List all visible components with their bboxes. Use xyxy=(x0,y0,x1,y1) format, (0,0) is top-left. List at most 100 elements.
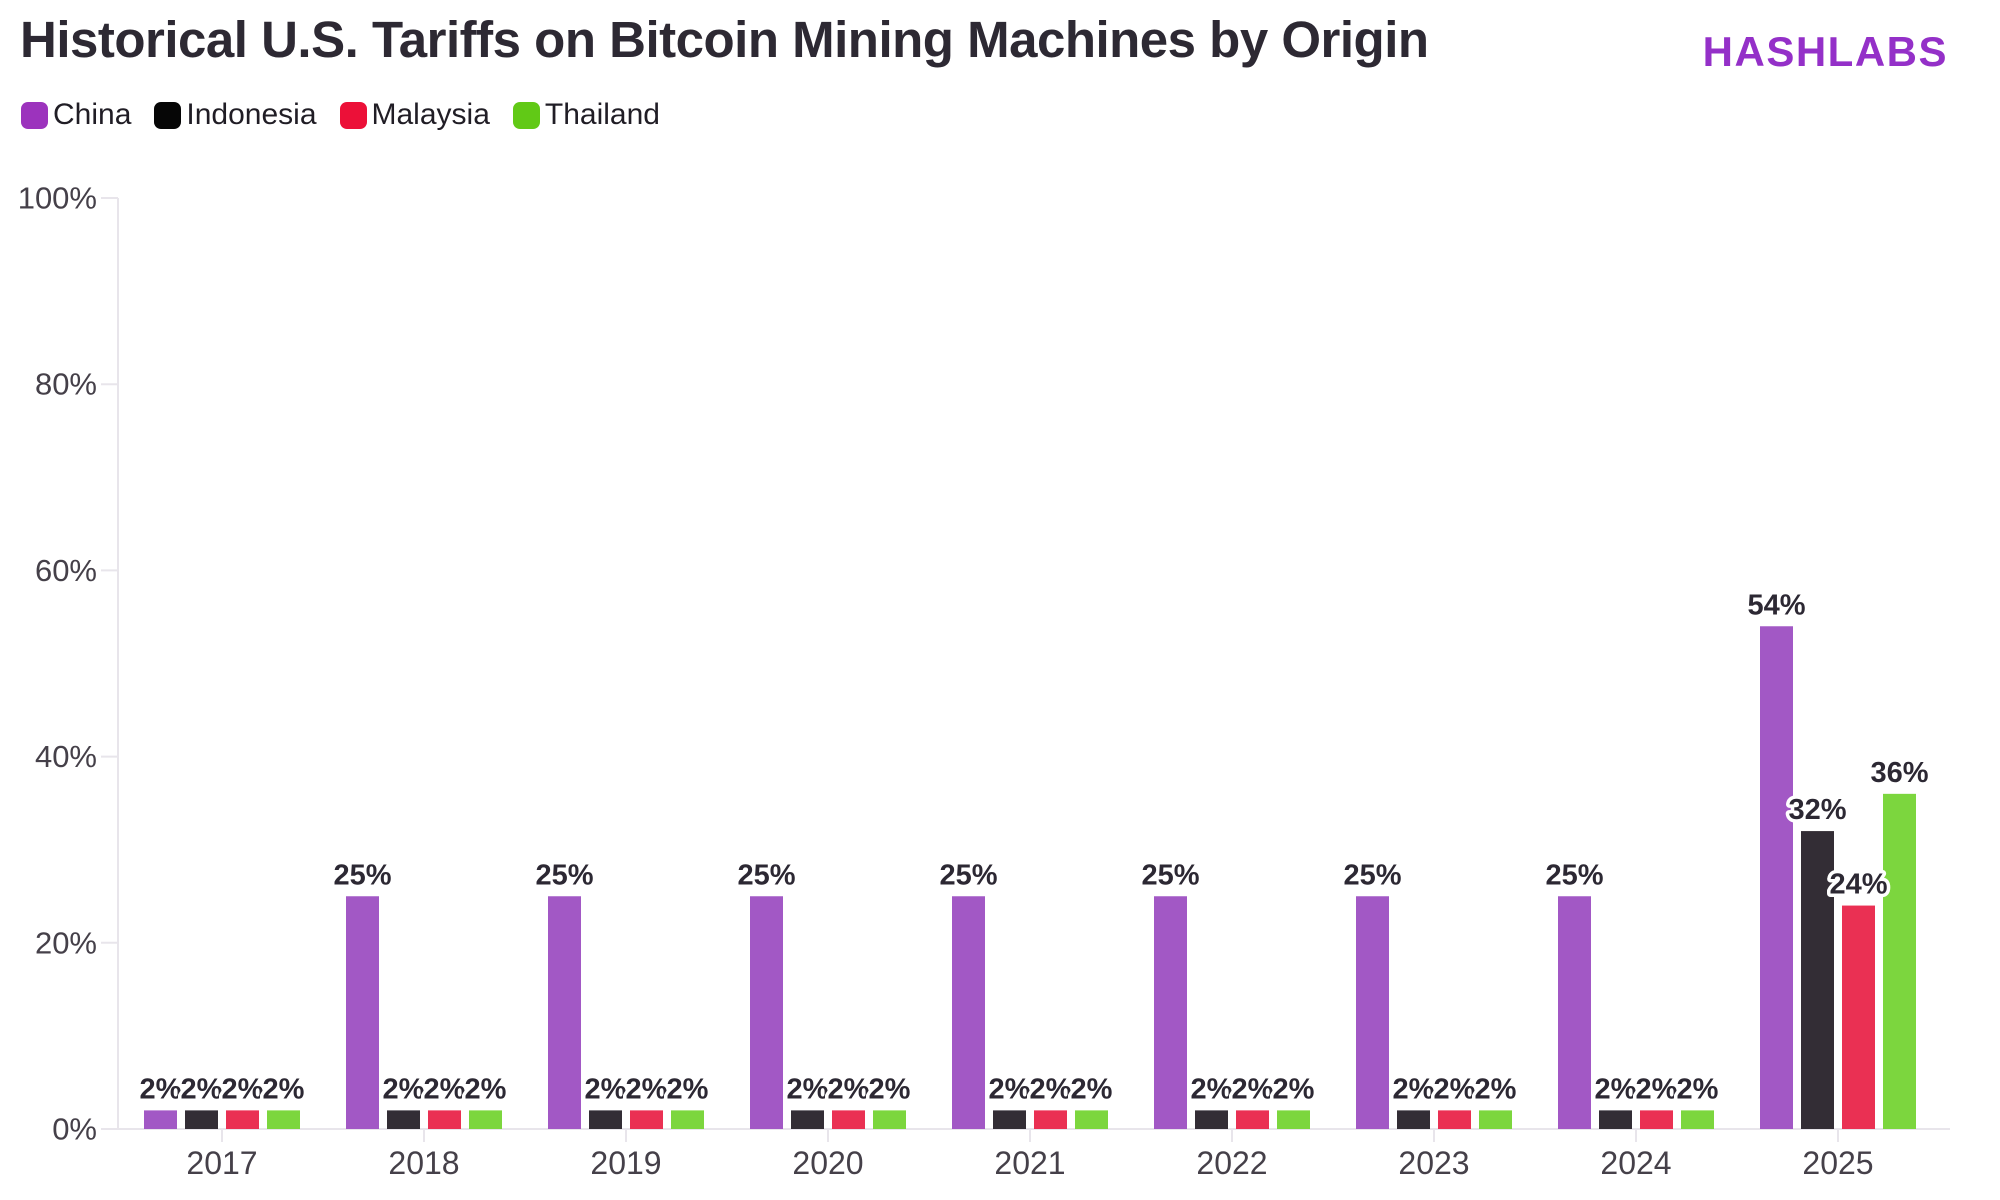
x-axis-label: 2019 xyxy=(590,1145,661,1181)
x-axis-label: 2020 xyxy=(792,1145,863,1181)
bar-indonesia-2025[interactable] xyxy=(1801,831,1834,1129)
bar-value-label: 32% xyxy=(1788,794,1846,826)
bar-value-label: 2% xyxy=(989,1073,1031,1105)
bar-value-label: 2% xyxy=(667,1073,709,1105)
axis-line xyxy=(117,198,1950,1130)
bar-value-label: 2% xyxy=(181,1073,223,1105)
legend-swatch-china xyxy=(21,101,48,129)
chart-title: Historical U.S. Tariffs on Bitcoin Minin… xyxy=(20,11,1429,68)
legend-swatch-malaysia xyxy=(339,101,367,129)
bar-china-2017[interactable] xyxy=(144,1110,177,1129)
bar-malaysia-2018[interactable] xyxy=(428,1110,461,1129)
bar-value-label: 25% xyxy=(1343,859,1401,891)
y-axis-tick-label: 20% xyxy=(35,925,97,960)
bar-value-label: 2% xyxy=(1071,1073,1113,1105)
bar-indonesia-2023[interactable] xyxy=(1397,1110,1430,1129)
bar-value-label: 2% xyxy=(465,1073,507,1105)
bar-china-2024[interactable] xyxy=(1558,896,1591,1129)
bar-value-label: 2% xyxy=(1677,1073,1719,1105)
legend-label: Indonesia xyxy=(186,98,317,131)
bar-china-2018[interactable] xyxy=(346,896,379,1129)
bar-value-label: 36% xyxy=(1870,757,1928,789)
bar-value-label: 2% xyxy=(585,1073,627,1105)
x-axis-label: 2022 xyxy=(1196,1145,1267,1181)
bar-value-label: 25% xyxy=(1545,859,1603,891)
bar-malaysia-2023[interactable] xyxy=(1438,1110,1471,1129)
x-axis-label: 2021 xyxy=(994,1145,1065,1181)
bar-thailand-2024[interactable] xyxy=(1681,1110,1714,1129)
bar-value-label: 25% xyxy=(535,859,593,891)
bar-china-2019[interactable] xyxy=(548,896,581,1129)
legend-label: China xyxy=(53,98,132,131)
bar-indonesia-2020[interactable] xyxy=(791,1110,824,1129)
bar-value-label: 25% xyxy=(1141,859,1199,891)
legend-item-malaysia[interactable]: Malaysia xyxy=(339,98,490,131)
bar-value-label: 24% xyxy=(1829,869,1887,901)
bar-malaysia-2017[interactable] xyxy=(226,1110,259,1129)
bar-value-label: 2% xyxy=(1434,1073,1476,1105)
bar-value-label: 2% xyxy=(1030,1073,1072,1105)
bar-value-label: 2% xyxy=(869,1073,911,1105)
x-axis-label: 2018 xyxy=(388,1145,459,1181)
bar-thailand-2025[interactable] xyxy=(1883,793,1916,1129)
bar-value-label: 2% xyxy=(626,1073,668,1105)
bar-value-label: 54% xyxy=(1747,589,1805,621)
bar-value-label: 2% xyxy=(222,1073,264,1105)
bar-malaysia-2020[interactable] xyxy=(832,1110,865,1129)
bar-china-2022[interactable] xyxy=(1154,896,1187,1129)
bar-value-label: 25% xyxy=(939,859,997,891)
bar-value-label: 2% xyxy=(140,1073,182,1105)
legend-item-china[interactable]: China xyxy=(21,100,131,130)
bar-thailand-2021[interactable] xyxy=(1075,1110,1108,1129)
bar-thailand-2019[interactable] xyxy=(671,1110,704,1129)
bar-malaysia-2021[interactable] xyxy=(1034,1110,1067,1129)
bar-value-label: 2% xyxy=(1393,1073,1435,1105)
bar-value-label: 2% xyxy=(828,1073,870,1105)
legend-swatch-thailand xyxy=(512,101,540,129)
bar-thailand-2018[interactable] xyxy=(469,1110,502,1129)
legend-label: Thailand xyxy=(544,98,660,131)
bar-value-label: 2% xyxy=(1273,1073,1315,1105)
bar-indonesia-2022[interactable] xyxy=(1195,1110,1228,1129)
bar-value-label: 2% xyxy=(424,1073,466,1105)
x-axis-label: 2025 xyxy=(1802,1145,1873,1181)
bar-thailand-2017[interactable] xyxy=(267,1110,300,1129)
bar-china-2025[interactable] xyxy=(1760,626,1793,1129)
bar-indonesia-2019[interactable] xyxy=(589,1110,622,1129)
bar-china-2021[interactable] xyxy=(952,896,985,1129)
bar-thailand-2023[interactable] xyxy=(1479,1110,1512,1129)
bar-china-2023[interactable] xyxy=(1356,896,1389,1129)
bar-indonesia-2021[interactable] xyxy=(993,1110,1026,1129)
bar-value-label: 25% xyxy=(737,859,795,891)
x-axis-label: 2017 xyxy=(186,1145,257,1181)
bar-value-label: 2% xyxy=(1191,1073,1233,1105)
bar-indonesia-2017[interactable] xyxy=(185,1110,218,1129)
bar-malaysia-2025[interactable] xyxy=(1842,905,1875,1129)
bar-value-label: 2% xyxy=(1475,1073,1517,1105)
bar-thailand-2020[interactable] xyxy=(873,1110,906,1129)
hashlabs-logo: HASHLABS xyxy=(1702,28,1948,75)
bar-malaysia-2024[interactable] xyxy=(1640,1110,1673,1129)
legend-item-indonesia[interactable]: Indonesia xyxy=(154,98,317,131)
chart-legend: China Indonesia Malaysia Thailand xyxy=(21,100,660,130)
bar-indonesia-2024[interactable] xyxy=(1599,1110,1632,1129)
bar-malaysia-2022[interactable] xyxy=(1236,1110,1269,1129)
bar-china-2020[interactable] xyxy=(750,896,783,1129)
bar-value-label: 2% xyxy=(1595,1073,1637,1105)
y-axis-tick-label: 0% xyxy=(52,1112,97,1147)
y-axis-tick-label: 80% xyxy=(35,367,97,402)
bar-malaysia-2019[interactable] xyxy=(630,1110,663,1129)
y-axis-tick-label: 40% xyxy=(35,739,97,774)
legend-item-thailand[interactable]: Thailand xyxy=(512,98,660,131)
x-axis-label: 2024 xyxy=(1600,1145,1671,1181)
y-axis-tick-label: 100% xyxy=(18,181,97,216)
bar-indonesia-2018[interactable] xyxy=(387,1110,420,1129)
y-axis-tick-label: 60% xyxy=(35,553,97,588)
bar-value-label: 2% xyxy=(787,1073,829,1105)
bar-thailand-2022[interactable] xyxy=(1277,1110,1310,1129)
x-axis-label: 2023 xyxy=(1398,1145,1469,1181)
legend-label: Malaysia xyxy=(371,98,490,131)
legend-swatch-indonesia xyxy=(154,101,182,129)
